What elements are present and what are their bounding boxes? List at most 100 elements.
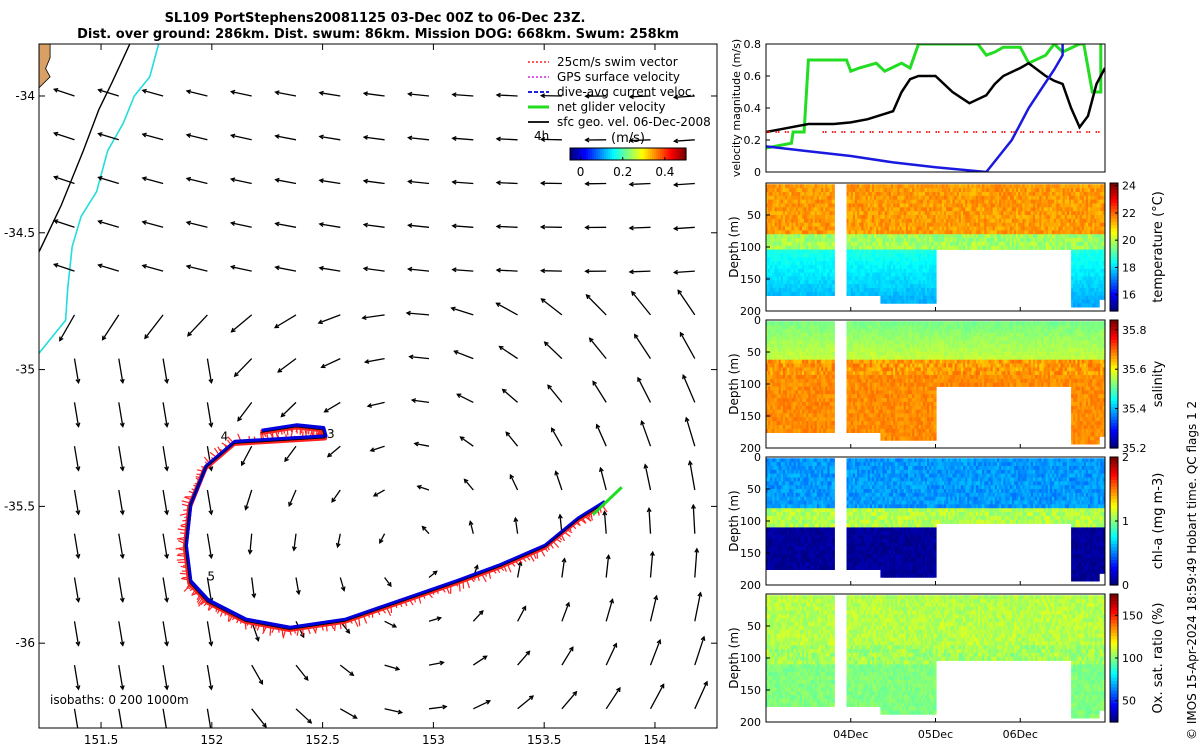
velocity-arrow	[589, 337, 607, 360]
section-sample	[933, 249, 937, 254]
section-sample	[963, 195, 967, 200]
section-sample	[823, 272, 827, 277]
section-sample	[1085, 241, 1090, 247]
section-sample	[776, 325, 780, 330]
section-sample	[1016, 241, 1020, 247]
legend-label: GPS surface velocity	[557, 70, 680, 84]
section-sample	[1100, 291, 1104, 296]
section-sample	[901, 264, 905, 270]
section-sample	[937, 230, 941, 235]
section-sample	[865, 264, 869, 270]
section-colorbar-segment	[1110, 298, 1118, 302]
section-sample	[782, 405, 787, 410]
section-sample	[876, 218, 880, 223]
section-sample	[850, 218, 854, 223]
section-sample	[1081, 264, 1085, 270]
section-sample	[952, 245, 956, 250]
section-sample	[816, 276, 820, 281]
section-sample	[1056, 184, 1060, 189]
velocity-arrow-head	[649, 550, 655, 557]
section-sample	[1001, 241, 1005, 247]
section-sample	[963, 218, 967, 223]
section-sample	[871, 284, 876, 289]
section-sample	[960, 245, 965, 250]
section-sample	[778, 382, 782, 387]
section-sample	[927, 268, 931, 273]
colorbar-segment	[640, 148, 643, 160]
section-sample	[806, 261, 810, 266]
section-sample	[999, 195, 1003, 200]
section-sample	[863, 249, 867, 254]
section-sample	[787, 280, 791, 285]
section-sample	[948, 192, 952, 197]
section-sample	[927, 230, 931, 235]
section-sample	[1064, 188, 1068, 193]
colorbar-segment	[616, 148, 619, 160]
section-sample	[1085, 299, 1090, 304]
section-sample	[808, 215, 812, 220]
section-sample	[996, 218, 1001, 223]
section-sample	[912, 280, 916, 285]
section-sample	[1102, 249, 1105, 254]
velocity-arrow	[321, 358, 341, 368]
section-sample	[992, 241, 996, 247]
velocity-arrow-head	[413, 441, 419, 447]
velocity-arrow	[54, 219, 75, 228]
section-sample	[924, 245, 929, 250]
section-sample	[848, 226, 852, 231]
section-sample	[846, 257, 850, 262]
section-sample	[846, 226, 850, 231]
section-sample	[918, 257, 922, 262]
section-sample	[871, 222, 876, 227]
section-sample	[778, 363, 782, 368]
section-sample	[1098, 211, 1102, 216]
section-sample	[886, 226, 890, 231]
section-sample	[931, 291, 935, 296]
section-sample	[778, 375, 782, 380]
section-sample	[776, 401, 780, 407]
section-sample	[1085, 222, 1090, 227]
section-sample	[912, 295, 916, 300]
section-sample	[1007, 203, 1011, 208]
section-sample	[768, 355, 772, 360]
section-sample	[1062, 188, 1066, 193]
section-sample	[880, 218, 884, 223]
section-sample	[1013, 218, 1018, 223]
section-sample	[1077, 284, 1081, 289]
section-sample	[1020, 192, 1024, 197]
section-sample	[806, 253, 810, 258]
section-sample	[791, 280, 795, 285]
section-sample	[954, 226, 958, 231]
section-sample	[791, 192, 795, 197]
section-sample	[1096, 238, 1100, 243]
section-sample	[1001, 192, 1005, 197]
section-sample	[776, 291, 780, 296]
section-sample	[994, 192, 998, 197]
section-sample	[772, 413, 776, 418]
section-sample	[927, 284, 931, 289]
section-colorbar-label: 20	[1122, 234, 1136, 247]
section-sample	[905, 288, 909, 293]
section-sample	[965, 207, 969, 212]
velocity-arrow-head	[208, 685, 214, 691]
section-sample	[918, 195, 922, 200]
section-sample	[846, 241, 850, 247]
section-sample	[782, 261, 787, 266]
section-sample	[789, 249, 793, 254]
section-sample	[766, 340, 770, 345]
velocity-arrow-head	[291, 546, 297, 552]
section-sample	[829, 284, 833, 289]
section-sample	[782, 291, 787, 296]
section-sample	[780, 264, 784, 270]
section-sample	[891, 295, 895, 300]
velocity-arrow	[319, 92, 341, 97]
section-sample	[772, 230, 776, 235]
section-sample	[1081, 295, 1085, 300]
section-sample	[1090, 264, 1094, 270]
section-sample	[1039, 234, 1043, 239]
velocity-arrow-head	[595, 423, 601, 429]
section-sample	[780, 425, 784, 430]
section-sample	[778, 371, 782, 376]
section-sample	[1077, 218, 1081, 223]
section-sample	[914, 215, 918, 220]
